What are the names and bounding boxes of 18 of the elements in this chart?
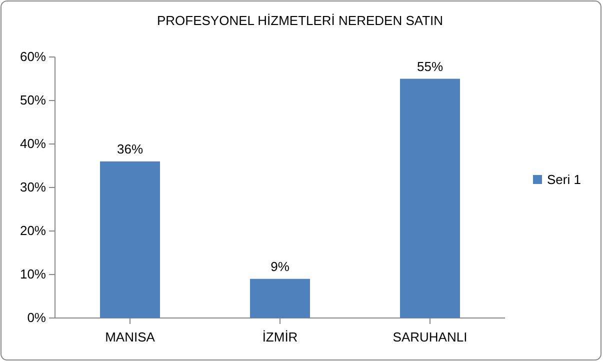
y-tick-label: 30% <box>20 180 46 195</box>
text: 36% <box>116 141 144 156</box>
bar <box>400 78 460 318</box>
y-tick-label: 40% <box>20 136 46 152</box>
y-tick-label: 10% <box>20 266 46 282</box>
x-tick-label: SARUHANLI <box>392 329 468 344</box>
text: 55% <box>416 58 444 74</box>
y-tick-label: 50% <box>20 92 46 108</box>
bar <box>100 161 160 318</box>
chart-title: PROFESYONEL HİZMETLERİ NEREDEN SATIN <box>156 13 444 28</box>
text: 9% <box>270 258 290 274</box>
y-tick-label: 60% <box>20 49 46 64</box>
x-tick-label: MANISA <box>105 329 156 344</box>
legend-label: Seri 1 <box>547 172 581 187</box>
x-tick-label: İZMİR <box>262 329 298 344</box>
y-tick-label: 20% <box>20 223 46 238</box>
y-tick-label: 0% <box>27 310 46 326</box>
bar <box>250 278 310 318</box>
